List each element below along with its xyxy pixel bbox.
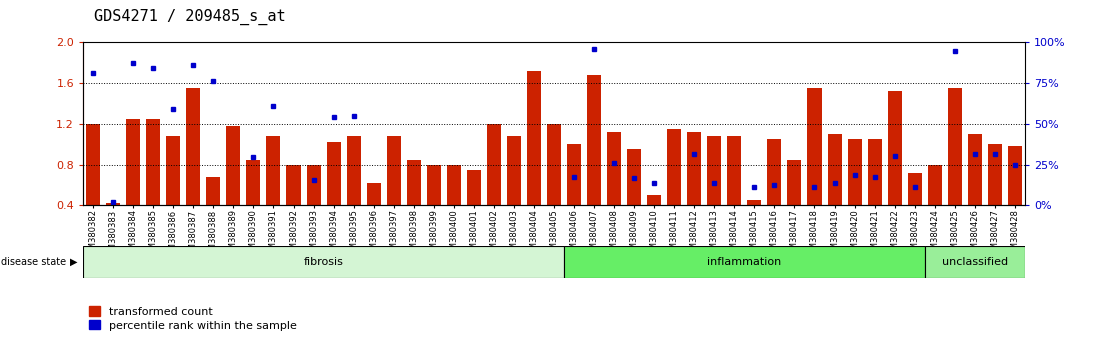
Bar	[647, 195, 661, 205]
Bar	[407, 160, 421, 205]
Bar	[888, 91, 902, 205]
Text: disease state: disease state	[1, 257, 66, 267]
Bar	[146, 119, 161, 205]
Bar	[447, 165, 461, 205]
Bar	[226, 126, 240, 205]
Text: GDS4271 / 209485_s_at: GDS4271 / 209485_s_at	[94, 9, 286, 25]
Bar	[768, 139, 781, 205]
Bar	[466, 170, 481, 205]
Bar	[266, 136, 280, 205]
Bar	[564, 246, 925, 278]
Bar	[367, 183, 381, 205]
Bar	[967, 134, 982, 205]
Text: inflammation: inflammation	[707, 257, 781, 267]
Bar	[748, 200, 761, 205]
Bar	[707, 136, 721, 205]
Bar	[527, 71, 541, 205]
Bar	[86, 124, 100, 205]
Bar	[868, 139, 882, 205]
Bar	[607, 132, 622, 205]
Bar	[727, 136, 741, 205]
Bar	[927, 165, 942, 205]
Bar	[126, 119, 141, 205]
Bar	[925, 246, 1025, 278]
Bar	[387, 136, 401, 205]
Text: unclassified: unclassified	[942, 257, 1008, 267]
Bar	[627, 149, 642, 205]
Bar	[307, 165, 320, 205]
Bar	[347, 136, 360, 205]
Bar	[206, 177, 220, 205]
Bar	[1008, 146, 1022, 205]
Bar	[186, 88, 201, 205]
Bar	[287, 165, 300, 205]
Bar	[327, 142, 340, 205]
Bar	[166, 136, 181, 205]
Bar	[828, 134, 842, 205]
Bar	[667, 129, 681, 205]
Legend: transformed count, percentile rank within the sample: transformed count, percentile rank withi…	[89, 307, 297, 331]
Text: fibrosis: fibrosis	[304, 257, 343, 267]
Bar	[427, 165, 441, 205]
Bar	[587, 75, 601, 205]
Bar	[808, 88, 821, 205]
Bar	[947, 88, 962, 205]
Bar	[907, 173, 922, 205]
Bar	[506, 136, 521, 205]
Bar	[687, 132, 701, 205]
Bar	[788, 160, 801, 205]
Bar	[547, 124, 561, 205]
Bar	[848, 139, 862, 205]
Text: ▶: ▶	[70, 257, 78, 267]
Bar	[486, 124, 501, 205]
Bar	[106, 203, 120, 205]
Bar	[83, 246, 564, 278]
Bar	[567, 144, 581, 205]
Bar	[246, 160, 260, 205]
Bar	[988, 144, 1002, 205]
